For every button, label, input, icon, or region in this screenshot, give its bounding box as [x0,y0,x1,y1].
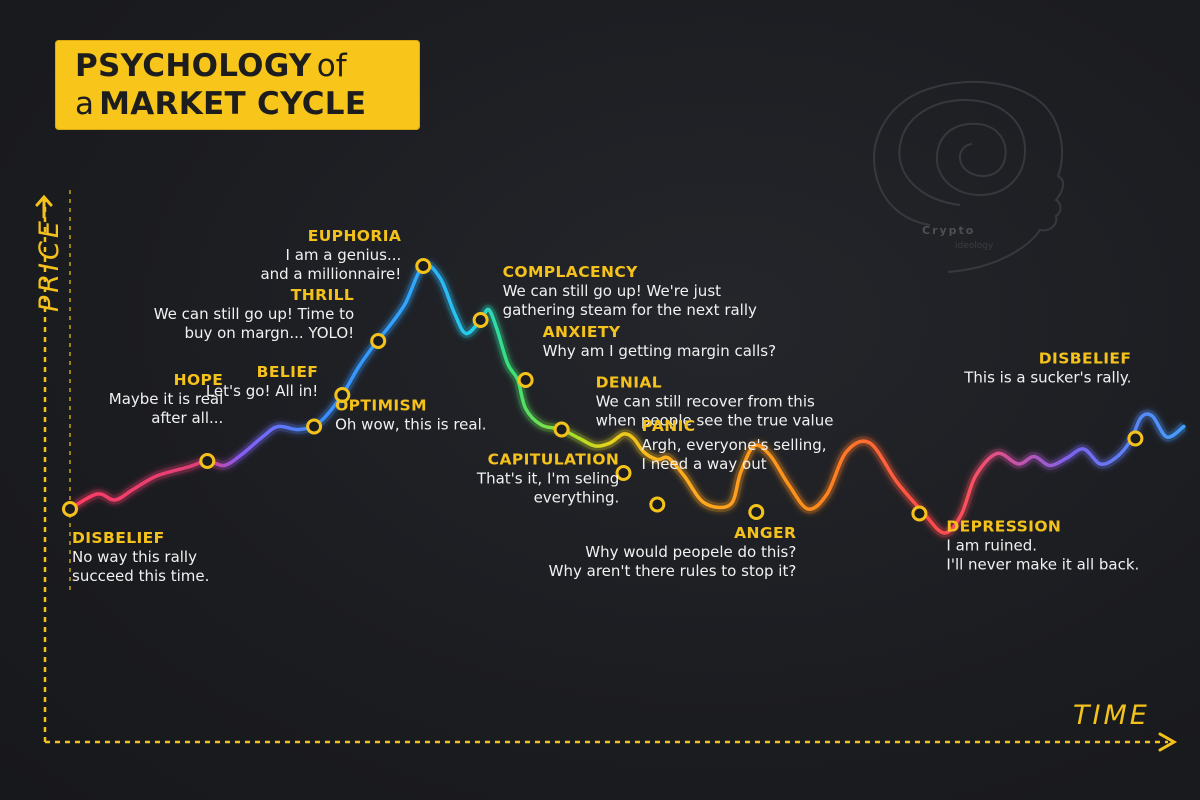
title-line-2: a MARKET CYCLE [75,86,366,122]
phase-marker-denial [553,421,570,438]
phase-marker-thrill [370,333,387,349]
phase-description: I am a genius... [286,246,402,264]
phase-description: gathering steam for the next rally [503,301,757,319]
phase-label: DEPRESSION [946,518,1061,536]
phase-description: succeed this time. [72,567,209,585]
phase-label: CAPITULATION [488,451,620,469]
phase-label: DISBELIEF [72,529,165,547]
title-light-1: of [316,48,347,84]
phase-marker-anxiety [517,372,534,388]
phase-label: BELIEF [257,363,319,381]
phase-description: That's it, I'm seling [476,470,619,488]
title-bold-1: PSYCHOLOGY [75,48,312,84]
phase-label: DENIAL [596,374,662,392]
phase-marker-disbelief [1127,430,1144,447]
phase-description: We can still go up! We're just [503,282,722,300]
phase-description: We can still go up! Time to [154,305,354,323]
phase-label: EUPHORIA [308,227,402,245]
phase-description: everything. [534,489,620,507]
phase-description: Oh wow, this is real. [335,416,486,434]
phase-description: Let's go! All in! [206,382,318,400]
phase-description: when people see the true value [596,412,834,430]
phase-description: I am ruined. [946,537,1037,555]
phase-description: after all... [151,409,223,427]
phase-marker-panic [615,465,632,481]
phase-marker-belief [334,387,351,403]
title-bold-2: MARKET CYCLE [99,86,367,122]
phase-label: DISBELIEF [1039,350,1132,368]
phase-description: Maybe it is real [109,390,224,408]
phase-label: ANGER [734,524,796,542]
title-light-2: a [75,86,94,122]
watermark: Crypto ideology [873,80,1064,273]
phase-marker-disbelief [62,501,78,517]
phase-marker-anger [748,504,765,520]
phase-marker-complacency [472,312,489,328]
watermark-name: Crypto [922,224,975,237]
phase-description: No way this rally [72,548,197,566]
phase-description: and a millionnaire! [260,265,401,283]
y-axis-title: PRICE [34,218,65,312]
phase-marker-capitulation [649,496,666,513]
phase-label: COMPLACENCY [503,263,639,281]
phase-label: PANIC [642,417,696,435]
phase-marker-optimism [306,418,323,435]
x-axis-title: TIME [1073,700,1150,731]
title-banner: PSYCHOLOGY of a MARKET CYCLE [55,40,420,130]
phase-label: OPTIMISM [335,397,427,415]
phase-description: I need a way out [642,455,767,473]
y-axis-arrow-icon [35,194,53,219]
phase-marker-hope [199,453,216,469]
phase-marker-depression [911,505,928,522]
brain-swirl-icon [898,98,1027,206]
phase-markers [62,258,1144,522]
axes: PRICE TIME [34,190,1178,752]
phase-description: This is a sucker's rally. [963,369,1131,387]
phase-label: THRILL [291,286,354,304]
title-line-1: PSYCHOLOGY of [75,48,347,84]
watermark-sub: ideology [955,241,994,251]
phase-description: Why am I getting margin calls? [543,342,776,360]
cycle-line [68,263,1186,535]
brain-head-icon [873,80,1064,273]
phase-description: Argh, everyone's selling, [642,436,827,454]
phase-label: ANXIETY [543,323,621,341]
phase-description: Why would peopele do this? [585,543,796,561]
phase-description: Why aren't there rules to stop it? [549,562,797,580]
phase-marker-euphoria [415,258,432,274]
phase-label: HOPE [174,371,224,389]
x-axis-arrow-icon [1158,732,1178,752]
phase-description: buy on margn... YOLO! [184,324,354,342]
phase-description: We can still recover from this [596,393,815,411]
phase-description: I'll never make it all back. [946,556,1139,574]
